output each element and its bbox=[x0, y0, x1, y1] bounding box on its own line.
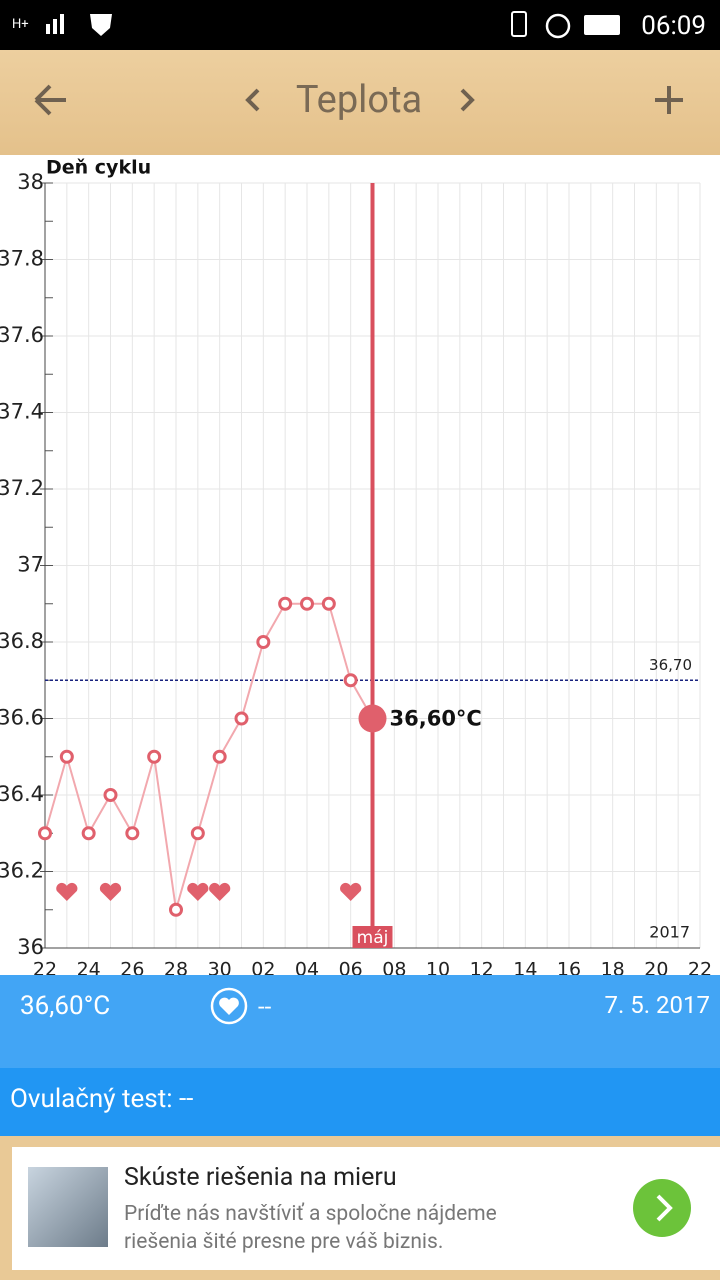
data-point bbox=[38, 826, 52, 841]
selected-value-label: 36,60°C bbox=[390, 707, 482, 731]
data-point bbox=[212, 749, 227, 764]
x-tick-label: 30 bbox=[208, 959, 232, 976]
signal-bar bbox=[60, 14, 64, 34]
vibrate-icon bbox=[511, 11, 527, 37]
prev-button[interactable] bbox=[245, 88, 260, 112]
month-tag bbox=[352, 926, 393, 948]
data-point bbox=[169, 902, 183, 917]
month-label: máj bbox=[357, 928, 389, 948]
y-tick-label: 37 bbox=[17, 553, 44, 577]
ad-go-button[interactable] bbox=[632, 1178, 692, 1238]
data-point bbox=[147, 749, 162, 764]
x-tick-label: 26 bbox=[120, 959, 144, 976]
info-bar: 36,60°C -- 7. 5. 2017 bbox=[0, 975, 720, 1068]
data-point bbox=[103, 788, 118, 802]
ovulation-test: Ovulačný test: -- bbox=[10, 1084, 194, 1114]
x-tick-label: 20 bbox=[644, 959, 668, 976]
axis-title: Deň cyklu bbox=[46, 157, 151, 179]
y-tick-label: 36.6 bbox=[0, 706, 44, 730]
add-button[interactable] bbox=[655, 86, 683, 114]
y-tick-label: 37.8 bbox=[0, 247, 44, 271]
status-bar: H+ 06:09 bbox=[0, 0, 720, 50]
x-tick-label: 22 bbox=[688, 959, 712, 976]
heart bbox=[187, 882, 209, 901]
x-tick-label: 06 bbox=[339, 959, 363, 976]
y-tick-label: 36 bbox=[17, 935, 44, 959]
data-point bbox=[59, 749, 74, 764]
data-point bbox=[125, 826, 140, 841]
back-button[interactable] bbox=[34, 84, 66, 116]
selected-point bbox=[358, 704, 387, 733]
y-tick-label: 37.6 bbox=[0, 323, 44, 347]
x-tick-label: 02 bbox=[251, 959, 275, 976]
y-tick-label: 38 bbox=[17, 170, 44, 194]
alarm-icon bbox=[545, 13, 571, 39]
clock: 06:09 bbox=[641, 11, 706, 41]
heart bbox=[99, 882, 122, 901]
ovulation-bar[interactable]: Ovulačný test: -- bbox=[0, 1068, 720, 1136]
temperature: 36,60°C bbox=[20, 991, 111, 1021]
x-tick-label: 24 bbox=[77, 959, 101, 976]
screen-title: Teplota bbox=[296, 78, 422, 122]
x-tick-label: 16 bbox=[557, 959, 581, 976]
ad-title: Skúste riešenia na mieru bbox=[124, 1163, 397, 1192]
heart bbox=[340, 882, 362, 901]
x-tick-label: 04 bbox=[295, 959, 319, 976]
data-point bbox=[300, 596, 314, 611]
network-icon: H+ bbox=[12, 17, 29, 32]
chart: Deň cyklu 36 36.2 36.4 36.6 36.8 37 37.2 37.4 37… bbox=[0, 155, 720, 975]
data-point bbox=[321, 596, 336, 611]
heart-button[interactable] bbox=[210, 987, 250, 1027]
x-tick-label: 18 bbox=[601, 959, 625, 976]
status-icons: H+ 06:09 bbox=[12, 11, 706, 41]
data-point bbox=[234, 711, 249, 726]
signal-bar bbox=[46, 24, 50, 34]
next-button[interactable] bbox=[460, 88, 475, 112]
y-tick-label: 37.2 bbox=[0, 476, 44, 500]
x-tick-label: 14 bbox=[513, 959, 537, 976]
x-tick-label: 08 bbox=[382, 959, 406, 976]
sex-value: -- bbox=[258, 993, 272, 1021]
shield-icon bbox=[90, 14, 112, 36]
x-tick-label: 12 bbox=[470, 959, 494, 976]
data-point bbox=[278, 596, 293, 611]
heart bbox=[56, 882, 78, 901]
data-point bbox=[256, 635, 271, 649]
year-label: 2017 bbox=[649, 923, 690, 942]
date: 7. 5. 2017 bbox=[604, 991, 711, 1019]
ad-image bbox=[28, 1167, 108, 1247]
data-point bbox=[343, 673, 358, 688]
data-point bbox=[190, 826, 205, 841]
y-tick-label: 36.2 bbox=[0, 859, 44, 883]
app-bar: Teplota bbox=[0, 50, 720, 155]
y-tick-label: 36.4 bbox=[0, 782, 44, 806]
x-tick-label: 28 bbox=[164, 959, 188, 976]
data-point bbox=[81, 826, 96, 841]
battery-icon bbox=[584, 15, 620, 35]
y-tick-label: 36.8 bbox=[0, 629, 44, 653]
y-tick-label: 37.4 bbox=[0, 400, 44, 424]
app-bar-content: Teplota bbox=[34, 78, 683, 122]
ad-text: Príďte nás navštíviť a spoločne nájdeme … bbox=[124, 1202, 497, 1254]
heart bbox=[209, 882, 231, 901]
reference-label: 36,70 bbox=[649, 656, 692, 674]
temperature-line bbox=[44, 602, 374, 911]
x-tick-label: 22 bbox=[33, 959, 57, 976]
signal-bar bbox=[53, 19, 57, 34]
ad-banner[interactable]: Skúste riešenia na mieru Príďte nás navš… bbox=[12, 1147, 720, 1270]
x-tick-label: 10 bbox=[426, 959, 450, 976]
